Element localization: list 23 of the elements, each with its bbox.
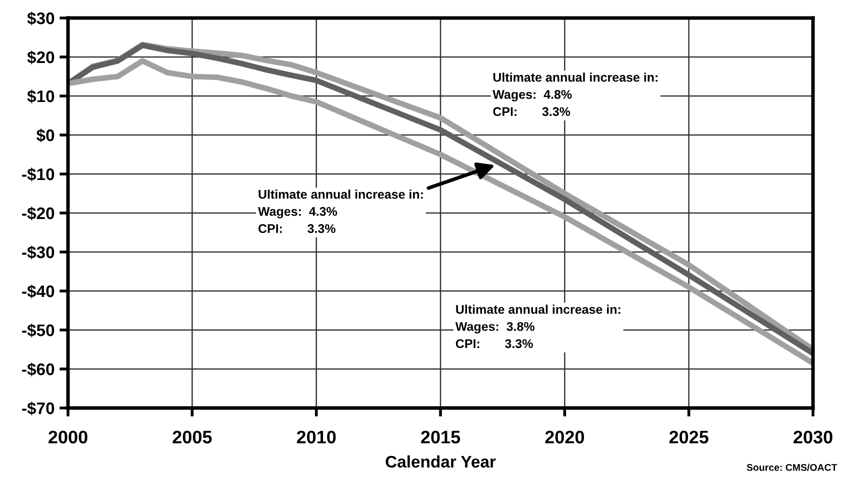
annotation: Ultimate annual increase in: Wages: 3.8% CPI: 3.3% — [455, 304, 620, 348]
y-tick-label: -$10 — [22, 168, 54, 182]
y-tick-label: -$20 — [22, 206, 54, 220]
x-tick-label: 2000 — [48, 430, 88, 444]
y-tick-label: -$50 — [22, 324, 54, 338]
y-tick-label: $0 — [36, 128, 54, 142]
x-tick-label: 2005 — [172, 430, 212, 444]
x-tick-label: 2015 — [421, 430, 460, 444]
y-tick-label: -$70 — [22, 402, 54, 416]
y-tick-label: $20 — [27, 50, 54, 64]
x-tick-label: 2020 — [545, 430, 584, 444]
x-tick-label: 2025 — [669, 430, 708, 444]
y-tick-label: $30 — [27, 12, 54, 26]
annotation: Ultimate annual increase in: Wages: 4.3% CPI: 3.3% — [258, 190, 423, 234]
y-tick-label: $10 — [27, 90, 54, 104]
x-axis-title: Calendar Year — [386, 455, 496, 468]
x-tick-label: 2010 — [296, 430, 336, 444]
y-tick-label: -$30 — [22, 246, 54, 260]
source-note: Source: CMS/OACT — [746, 464, 838, 471]
y-tick-label: -$60 — [22, 362, 54, 376]
y-tick-label: -$40 — [22, 284, 54, 298]
x-tick-label: 2030 — [794, 430, 832, 444]
annotation: Ultimate annual increase in: Wages: 4.8% CPI: 3.3% — [492, 72, 658, 116]
